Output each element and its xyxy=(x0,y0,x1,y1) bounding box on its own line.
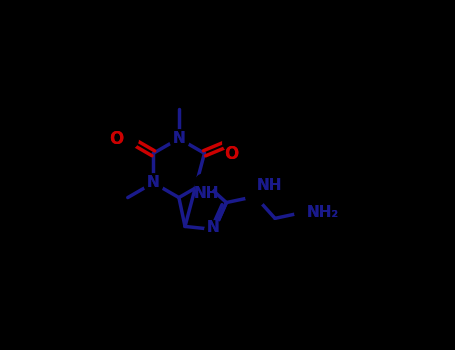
Text: O: O xyxy=(109,130,124,148)
Text: NH: NH xyxy=(193,186,219,201)
Text: NH: NH xyxy=(193,186,219,201)
Text: NH₂: NH₂ xyxy=(307,205,339,220)
Text: O: O xyxy=(109,130,124,148)
Text: NH₂: NH₂ xyxy=(307,205,339,220)
Text: O: O xyxy=(225,146,239,163)
Text: N: N xyxy=(147,175,160,190)
Text: NH: NH xyxy=(257,178,283,193)
Text: N: N xyxy=(206,220,219,235)
Text: N: N xyxy=(172,131,185,146)
Text: N: N xyxy=(147,175,160,190)
Text: N: N xyxy=(206,220,219,235)
Text: O: O xyxy=(225,146,239,163)
Text: N: N xyxy=(172,131,185,146)
Text: NH: NH xyxy=(257,178,283,193)
